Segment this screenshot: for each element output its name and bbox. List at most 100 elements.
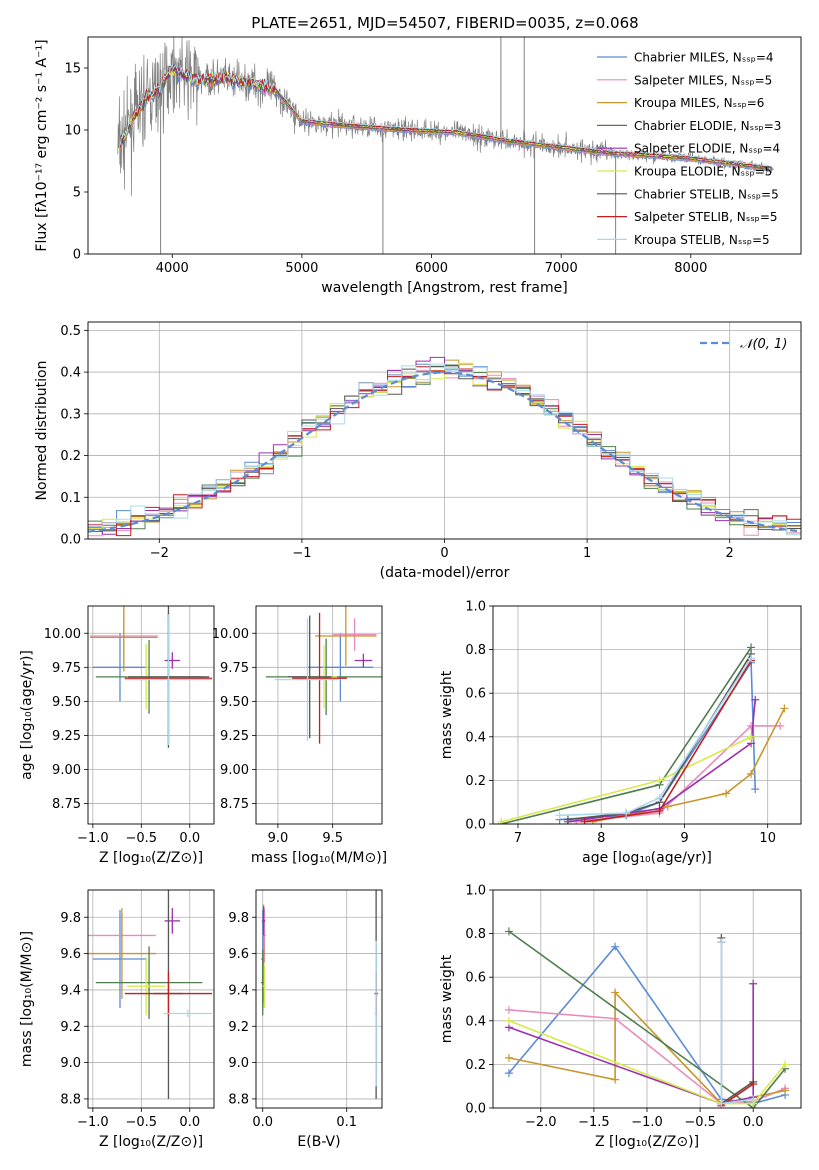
y-tick-label: 8.75 — [52, 797, 81, 812]
grid-mass_vs_EBV — [256, 890, 382, 1108]
y-tick-label: 10.00 — [212, 627, 249, 642]
y-tick-label: 9.00 — [52, 763, 81, 778]
y-tick-label: 0.2 — [465, 1058, 486, 1073]
y-tick-label: 9.25 — [220, 729, 249, 744]
weight-marker — [655, 806, 664, 815]
errorbar-point-9 — [374, 940, 378, 1087]
errorbar-point-5 — [261, 906, 266, 936]
weight-marker — [580, 817, 589, 824]
y-tick-label: 5 — [73, 186, 81, 201]
normal-curve — [88, 371, 801, 533]
axes-frame — [492, 605, 802, 825]
weight-marker — [747, 654, 756, 663]
x-tick-label: 2 — [726, 546, 734, 561]
y-tick-label: 1.0 — [465, 884, 486, 899]
x-tick-label: −1 — [292, 546, 311, 561]
errorbar-point-5 — [164, 652, 181, 669]
plot-area-weight_vs_Z — [504, 927, 790, 1108]
y-tick-label: 9.2 — [228, 1020, 249, 1035]
x-axis-label: mass [log₁₀(M/M⊙)] — [251, 850, 387, 866]
plot-area-mass_vs_EBV — [261, 890, 378, 1099]
y-tick-label: 0.0 — [60, 533, 81, 548]
x-tick-label: 0.1 — [336, 1115, 357, 1130]
x-tick-label: 7 — [514, 831, 522, 846]
y-tick-label: 10.00 — [44, 627, 81, 642]
x-axis-label: (data-model)/error — [380, 565, 510, 581]
x-tick-label: 4000 — [156, 261, 189, 276]
weight-marker — [781, 1086, 790, 1095]
axes-frame — [255, 605, 383, 825]
x-tick-label: −1.5 — [578, 1115, 610, 1130]
legend-label: Salpeter ELODIE, Nₛₛₚ=4 — [634, 142, 780, 156]
weight-series-6 — [497, 732, 756, 824]
errorbar-point-2 — [332, 618, 377, 651]
y-tick-label: 9.4 — [60, 983, 81, 998]
y-tick-label: 0.2 — [60, 449, 81, 464]
errorbar-point-5 — [164, 908, 181, 934]
y-axis-label: mass weight — [439, 670, 455, 759]
y-tick-label: 0.4 — [465, 1014, 486, 1029]
weight-marker — [504, 1069, 513, 1078]
weight-marker — [717, 1099, 726, 1108]
errorbar-point-6 — [262, 964, 267, 1009]
legend-label: 𝒩(0, 1) — [740, 337, 787, 352]
weight-line — [559, 657, 752, 817]
x-tick-label: 9 — [680, 831, 688, 846]
weight-marker — [747, 769, 756, 778]
x-tick-label: 6000 — [415, 261, 448, 276]
weight-marker — [717, 938, 726, 947]
model-spectrum-9 — [119, 62, 769, 167]
weight-series-9 — [555, 654, 756, 820]
errorbar-point-3 — [315, 606, 377, 666]
weight-marker — [555, 811, 564, 820]
weight-marker — [663, 802, 672, 811]
weight-series-8 — [580, 656, 756, 824]
weight-marker — [622, 809, 631, 818]
weight-marker — [497, 817, 506, 824]
errorbar-point-1 — [92, 909, 148, 1009]
errorbar-point-4 — [95, 946, 203, 1019]
panel-residual_hist: −2 −1 0 1 2 0.0 0.1 0.2 0.3 0.4 0.5 (data-model)/er… — [34, 321, 802, 581]
legend-label: Kroupa MILES, Nₛₛₚ=6 — [634, 96, 764, 110]
weight-marker — [751, 695, 760, 704]
panel-spectrum: 4000 5000 6000 7000 8000 0 5 10 15 wavelength [An… — [34, 36, 802, 296]
x-tick-label: 1 — [583, 546, 591, 561]
x-tick-label: 0.0 — [743, 1115, 764, 1130]
weight-line — [720, 942, 754, 1108]
weight-line — [508, 930, 786, 1108]
plot-area-residual_hist — [88, 356, 801, 537]
weight-marker — [749, 979, 758, 988]
weight-marker — [749, 1095, 758, 1104]
y-tick-label: 9.75 — [220, 661, 249, 676]
weight-series-4 — [497, 643, 756, 824]
y-tick-label: 9.0 — [60, 1056, 81, 1071]
y-tick-label: 9.50 — [52, 695, 81, 710]
y-tick-label: 9.6 — [228, 947, 249, 962]
x-tick-label: 5000 — [285, 261, 318, 276]
y-tick-label: 8.8 — [60, 1092, 81, 1107]
weight-marker — [611, 942, 620, 951]
x-tick-label: 7000 — [545, 261, 578, 276]
x-tick-label: 0.0 — [252, 1115, 273, 1130]
figure-title: PLATE=2651, MJD=54507, FIBERID=0035, z=0… — [251, 14, 638, 32]
weight-line — [501, 646, 752, 824]
weight-marker — [749, 1080, 758, 1089]
axes-frame — [87, 605, 215, 825]
legend-label: Chabrier ELODIE, Nₛₛₚ=3 — [634, 119, 781, 133]
plot-area-weight_vs_age — [497, 643, 789, 824]
weight-series-9 — [717, 938, 758, 1108]
y-tick-label: 9.25 — [52, 729, 81, 744]
y-tick-label: 9.00 — [220, 763, 249, 778]
x-axis-label: wavelength [Angstrom, rest frame] — [321, 280, 567, 296]
y-tick-label: 0.6 — [465, 687, 486, 702]
y-axis-label: mass [log₁₀(M/M⊙)] — [19, 931, 35, 1067]
x-axis-label: Z [log₁₀(Z/Z⊙)] — [99, 850, 203, 866]
x-tick-label: 9.0 — [268, 831, 289, 846]
x-tick-label: −1.0 — [631, 1115, 663, 1130]
weight-marker — [588, 817, 597, 824]
weight-marker — [611, 1075, 620, 1084]
y-tick-label: 0.6 — [465, 971, 486, 986]
y-tick-label: 0.4 — [465, 730, 486, 745]
legend-label: Salpeter MILES, Nₛₛₚ=5 — [634, 73, 772, 87]
y-tick-label: 15 — [64, 62, 81, 77]
